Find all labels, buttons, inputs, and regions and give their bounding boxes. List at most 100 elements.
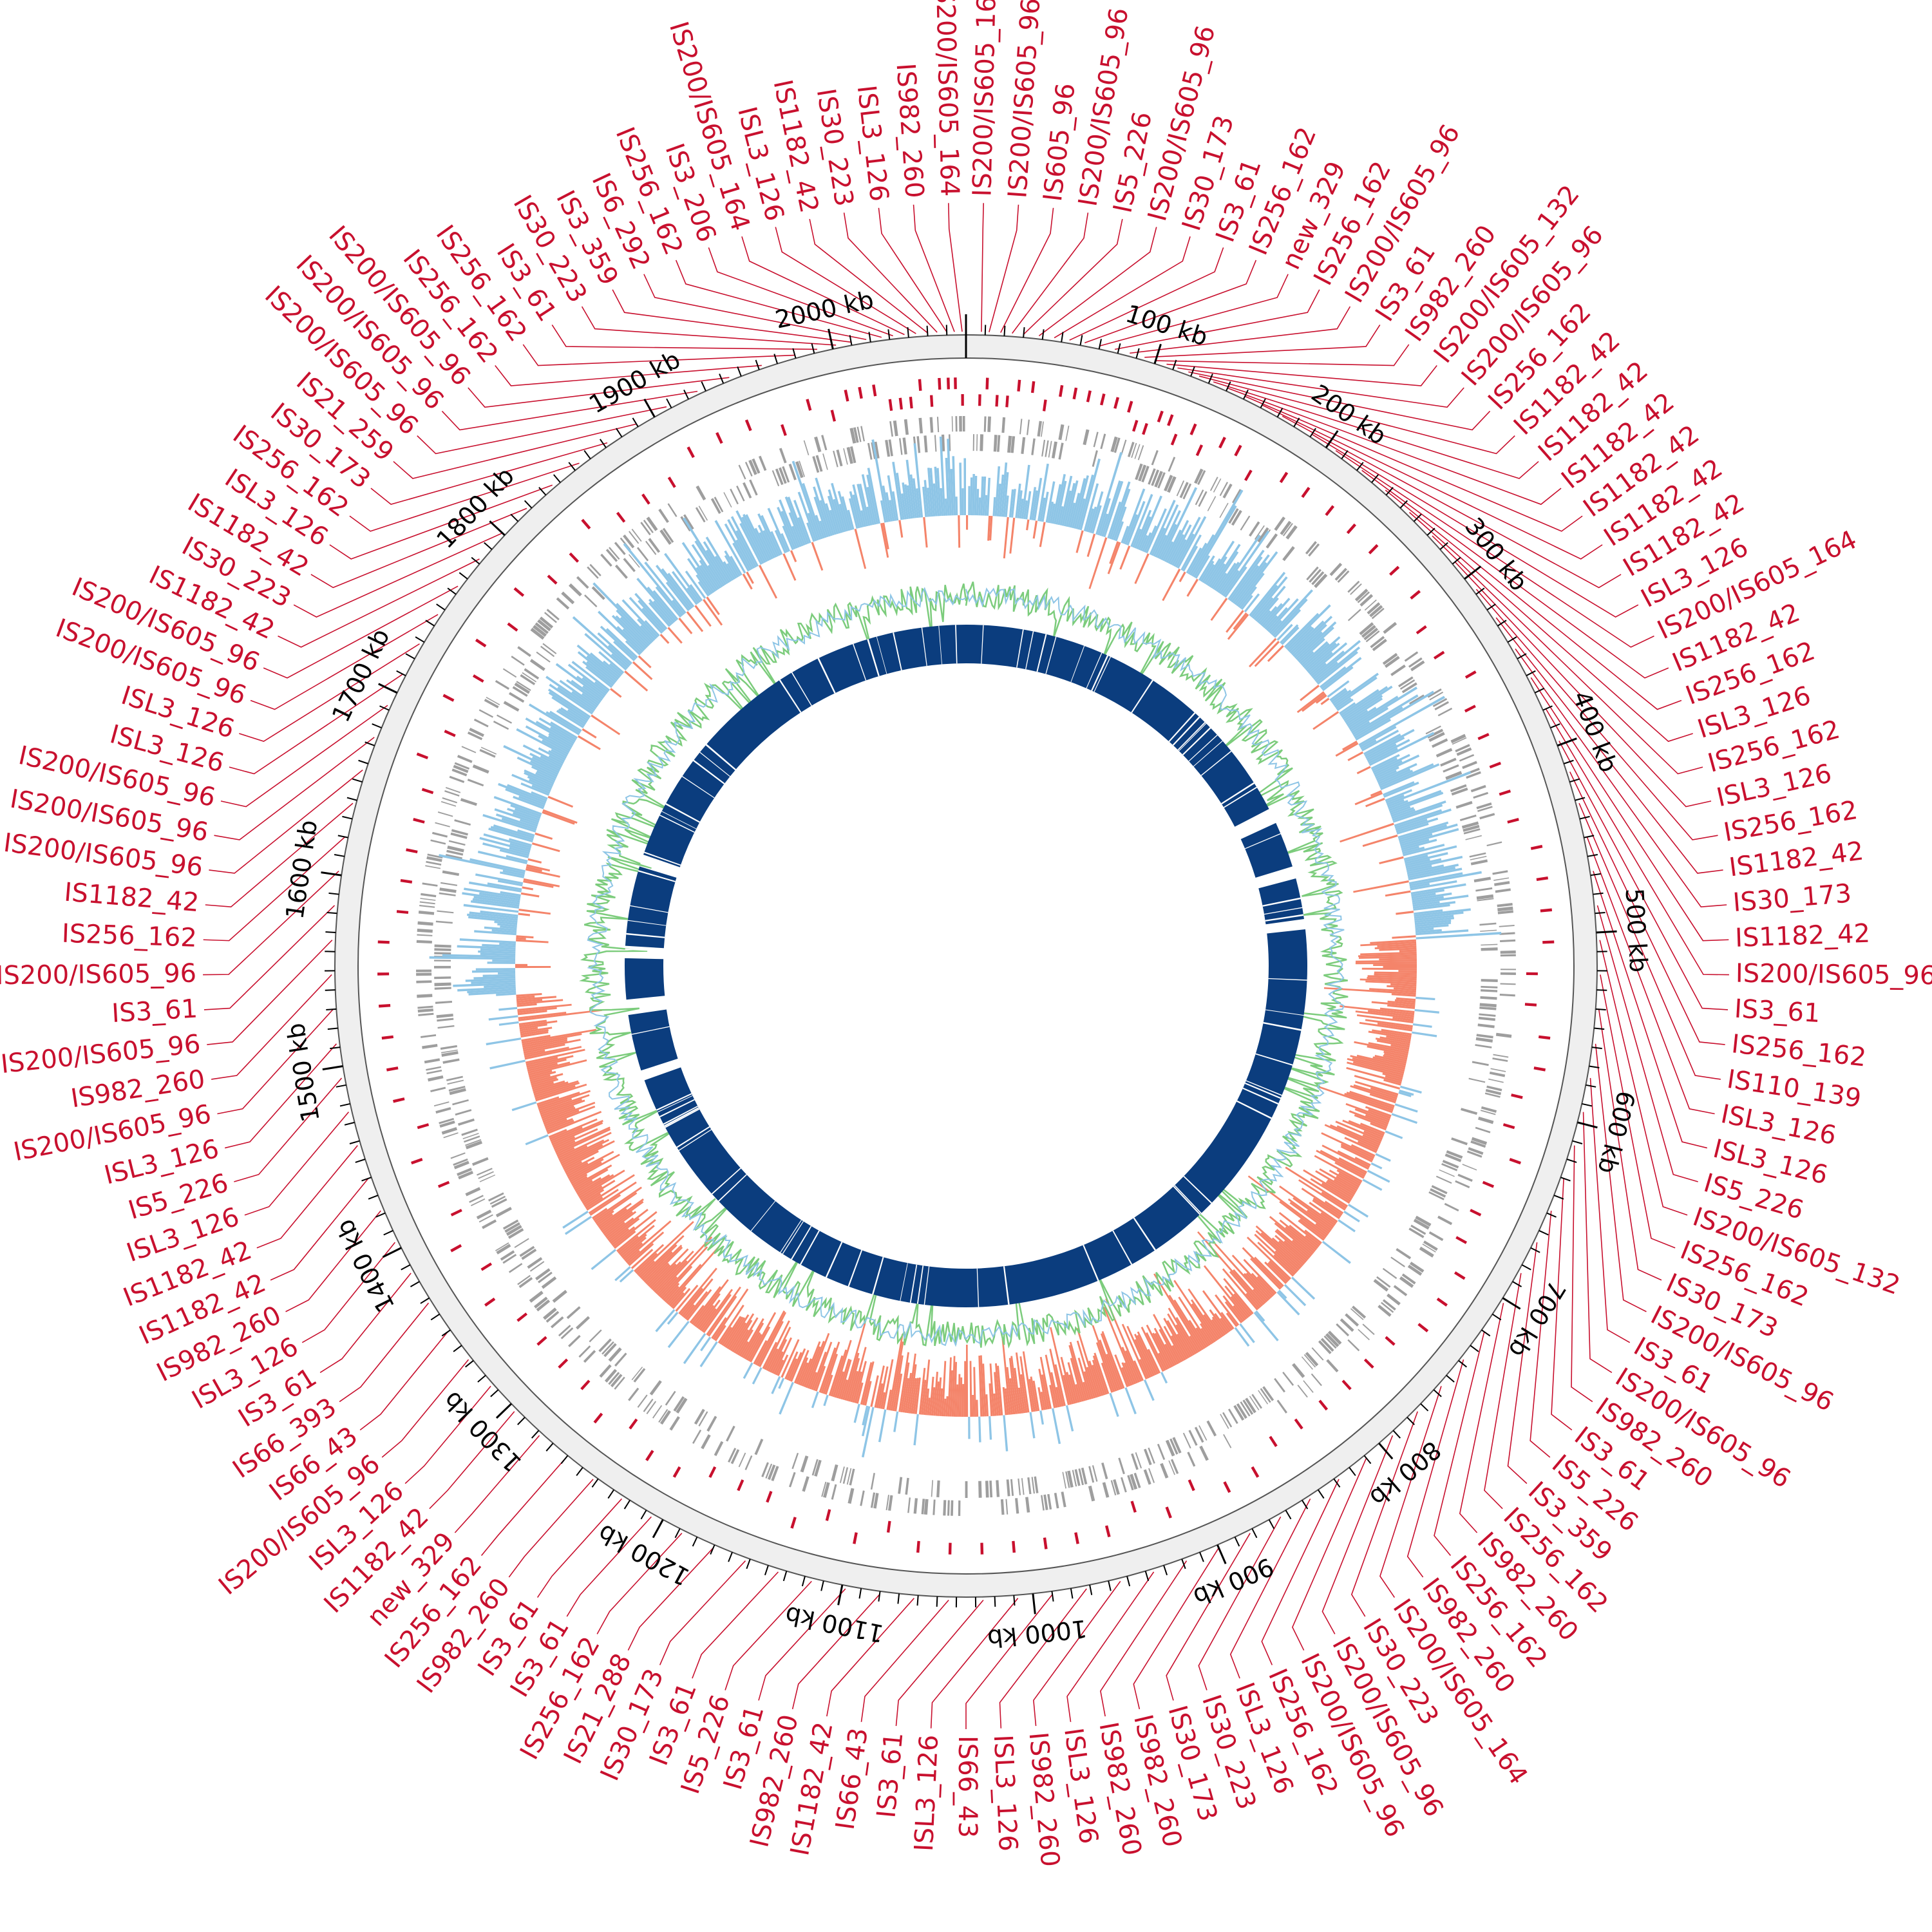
gc-skew-bar [531,1076,557,1086]
is-element-mark [1417,1323,1429,1332]
gc-skew-bar [1170,524,1192,565]
gc-skew-bar [1242,1247,1283,1289]
is-connector-line [1454,562,1712,808]
feature-block [1135,1452,1142,1469]
feature-block [1340,1318,1354,1332]
feature-block [491,1198,507,1208]
is-element-mark [569,552,580,563]
is-element-mark [985,377,989,390]
gc-skew-bar [650,1263,677,1290]
gc-skew-bar [1389,791,1444,813]
gc-skew-bar [1009,517,1016,554]
feature-block [649,1380,662,1396]
feature-block [870,1473,875,1490]
gc-skew-bar [498,782,547,804]
is-element-mark [558,1358,569,1369]
gc-skew-bar [681,542,717,592]
gc-skew-bar [985,1394,989,1417]
gc-skew-bar [1005,495,1009,517]
is-connector-line [480,1457,566,1556]
feature-block [958,1500,961,1516]
gc-skew-bar [548,1128,567,1139]
gc-skew-bar [714,1325,726,1341]
gc-skew-bar [1188,542,1208,575]
gc-skew-bar [1037,463,1049,522]
gc-skew-bar [902,482,909,520]
gc-skew-bar [1403,844,1445,857]
gc-skew-bar [931,1387,936,1416]
gc-skew-bar [706,596,720,616]
is-element-mark [1507,818,1519,824]
feature-block [723,492,732,508]
is-element-mark [1341,1379,1352,1390]
feature-block [1396,1248,1412,1260]
minor-tick [1144,1571,1150,1582]
gc-skew-bar [1031,490,1038,520]
is-element-mark [416,752,429,760]
feature-block [623,558,636,573]
gc-skew-bar [529,1071,556,1080]
gc-skew-bar [1349,1090,1395,1108]
gc-skew-bar [1273,1254,1296,1276]
minor-tick [792,348,797,359]
feature-block [1437,1215,1453,1226]
is-element-mark [1526,972,1538,976]
gc-skew-bar [986,477,990,516]
is-element-mark [1363,1358,1374,1369]
feature-block [873,1493,879,1509]
gc-skew-bar [1312,1199,1340,1220]
is-element-mark [1325,505,1335,516]
major-tick [1464,565,1482,580]
gc-skew-bar [921,1379,927,1415]
gc-skew-bar [548,691,590,720]
feature-block [1110,436,1118,453]
is-element-mark [396,910,409,914]
gc-skew-bar [635,1253,658,1274]
gc-skew-bar [832,1340,852,1397]
feature-block [578,1345,591,1358]
gc-skew-bar [941,1361,947,1417]
is-element-mark [909,396,913,409]
feature-block [1359,622,1374,636]
minor-tick [490,1389,499,1397]
gc-skew-bar [526,864,551,872]
gc-skew-bar [1147,1349,1161,1374]
gc-skew-bar [880,1392,886,1409]
feature-block [537,619,551,632]
gc-skew-bar [496,992,516,996]
gc-skew-bar [685,1291,708,1320]
gc-skew-bar [1231,1255,1273,1298]
is-element-label: ISL3_126 [851,84,894,203]
is-element-mark [1301,487,1311,498]
gc-skew-bar [1367,1170,1390,1183]
gc-skew-bar [1210,598,1228,621]
feature-block [1432,738,1448,748]
gc-skew-bar [1168,1294,1204,1350]
gc-skew-bar [735,510,764,564]
minor-tick [1426,527,1435,536]
gc-skew-bar [1398,1091,1412,1097]
is-connector-line [329,484,553,560]
gc-skew-bar [1344,1137,1378,1153]
gc-skew-bar [1375,766,1399,779]
feature-block [730,488,739,505]
minor-tick [1163,1565,1168,1576]
feature-block [1408,694,1425,705]
is-connector-line [1582,1112,1613,1373]
feature-block [1144,1448,1152,1466]
coverage-gap-line [938,625,942,665]
minor-tick [365,741,375,746]
feature-block [511,656,525,666]
feature-block [539,616,554,629]
feature-block [484,698,499,708]
coverage-gap-line [800,1230,820,1265]
gc-skew-bar [1149,499,1176,555]
is-connector-line [211,974,332,1080]
is-element-mark [393,1097,405,1103]
gc-skew-bar [1278,1240,1305,1265]
major-tick [489,520,506,536]
feature-block [1297,1385,1308,1398]
gc-skew-bar [661,1265,693,1300]
feature-block [552,1289,567,1303]
is-connector-line [1495,617,1723,874]
